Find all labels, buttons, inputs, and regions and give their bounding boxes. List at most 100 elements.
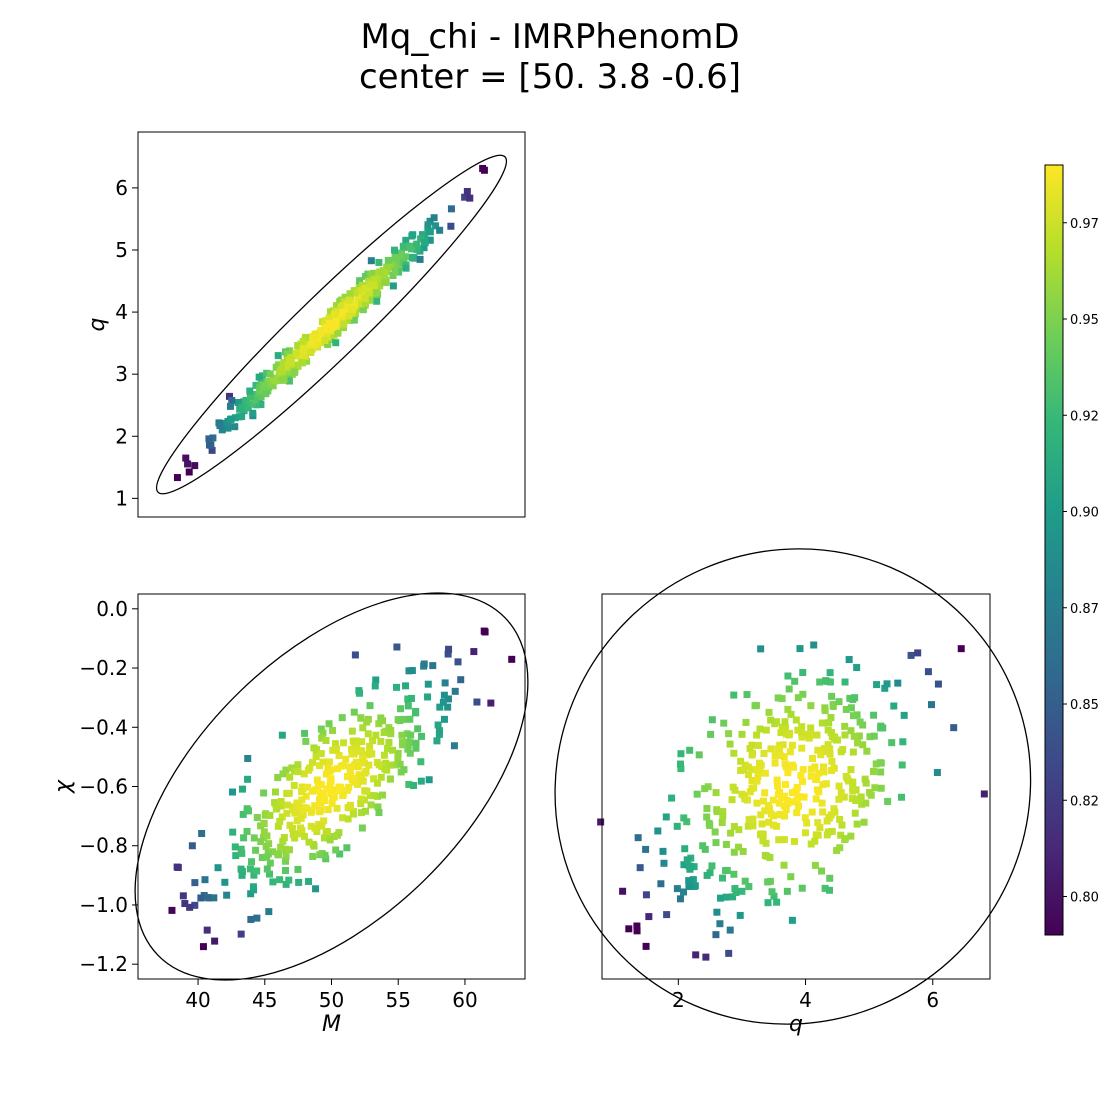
confidence-ellipse (554, 548, 1032, 1025)
scatter-point (198, 829, 206, 837)
scatter-point (356, 287, 364, 295)
scatter-point (828, 827, 836, 835)
scatter-point (199, 943, 207, 951)
scatter-point (343, 844, 351, 852)
scatter-point (881, 684, 889, 692)
scatter-point (337, 303, 345, 311)
scatter-point (439, 698, 447, 706)
scatter-point (807, 724, 815, 732)
scatter-point (753, 777, 761, 785)
scatter-point (309, 852, 317, 860)
scatter-point (263, 853, 271, 861)
scatter-point (350, 778, 358, 786)
scatter-point (334, 765, 342, 773)
scatter-point (366, 792, 374, 800)
scatter-point (381, 765, 389, 773)
scatter-point (781, 718, 789, 726)
scatter-point (692, 951, 700, 959)
scatter-point (362, 807, 370, 815)
scatter-point (890, 702, 898, 710)
scatter-point (416, 255, 424, 263)
axes-frame (601, 593, 991, 980)
scatter-point (252, 381, 260, 389)
scatter-point (211, 937, 219, 945)
scatter-point (350, 810, 358, 818)
scatter-point (262, 810, 270, 818)
scatter-point (317, 806, 325, 814)
scatter-point (712, 839, 720, 847)
scatter-point (191, 901, 199, 909)
scatter-point (293, 799, 301, 807)
figure-title-line1: Mq_chi - IMRPhenomD (360, 17, 739, 57)
scatter-point (322, 828, 330, 836)
scatter-point (246, 387, 254, 395)
scatter-point (801, 814, 809, 822)
scatter-point (367, 280, 375, 288)
scatter-point (820, 768, 828, 776)
y-tick-label: −0.2 (79, 656, 128, 680)
scatter-point (407, 694, 415, 702)
scatter-point (269, 848, 277, 856)
scatter-point (461, 193, 469, 201)
scatter-point (197, 894, 205, 902)
scatter-point (412, 744, 420, 752)
scatter-point (274, 822, 282, 830)
scatter-point (717, 894, 725, 902)
scatter-point (751, 702, 759, 710)
scatter-point (283, 809, 291, 817)
scatter-point (753, 731, 761, 739)
scatter-point (408, 232, 416, 240)
scatter-point (713, 808, 721, 816)
y-tick-label: 4 (115, 300, 128, 324)
scatter-point (265, 908, 273, 916)
y-tick-label: −0.6 (79, 775, 128, 799)
scatter-point (354, 763, 362, 771)
scatter-point (358, 824, 366, 832)
scatter-point (413, 240, 421, 248)
scatter-point (690, 863, 698, 871)
scatter-point (356, 277, 364, 285)
scatter-point (324, 340, 332, 348)
scatter-point (413, 245, 421, 253)
scatter-point (704, 783, 712, 791)
scatter-point (852, 797, 860, 805)
scatter-point (457, 676, 465, 684)
scatter-point (207, 441, 215, 449)
scatter-point (633, 922, 641, 930)
scatter-point (356, 689, 364, 697)
scatter-point (795, 802, 803, 810)
scatter-point (837, 748, 845, 756)
scatter-point (321, 851, 329, 859)
scatter-point (928, 701, 936, 709)
scatter-point (290, 368, 298, 376)
scatter-point (231, 414, 239, 422)
scatter-point (243, 827, 251, 835)
scatter-point (242, 396, 250, 404)
scatter-point (327, 308, 335, 316)
scatter-point (320, 792, 328, 800)
scatter-point (221, 878, 229, 886)
scatter-point (329, 331, 337, 339)
scatter-point (729, 893, 737, 901)
scatter-point (318, 734, 326, 742)
scatter-point (203, 926, 211, 934)
scatter-point (292, 349, 300, 357)
scatter-point (244, 403, 252, 411)
scatter-point (800, 793, 808, 801)
scatter-point (402, 236, 410, 244)
scatter-point (366, 742, 374, 750)
scatter-point (850, 732, 858, 740)
scatter-point (366, 748, 374, 756)
scatter-point (332, 745, 340, 753)
scatter-point (216, 422, 224, 430)
scatter-point (761, 789, 769, 797)
scatter-point (351, 289, 359, 297)
scatter-point (260, 819, 268, 827)
scatter-point (793, 796, 801, 804)
scatter-point (444, 650, 452, 658)
scatter-point (790, 837, 798, 845)
scatter-point (888, 739, 896, 747)
scatter-point (410, 781, 418, 789)
scatter-point (173, 474, 181, 482)
scatter-point (730, 870, 738, 878)
